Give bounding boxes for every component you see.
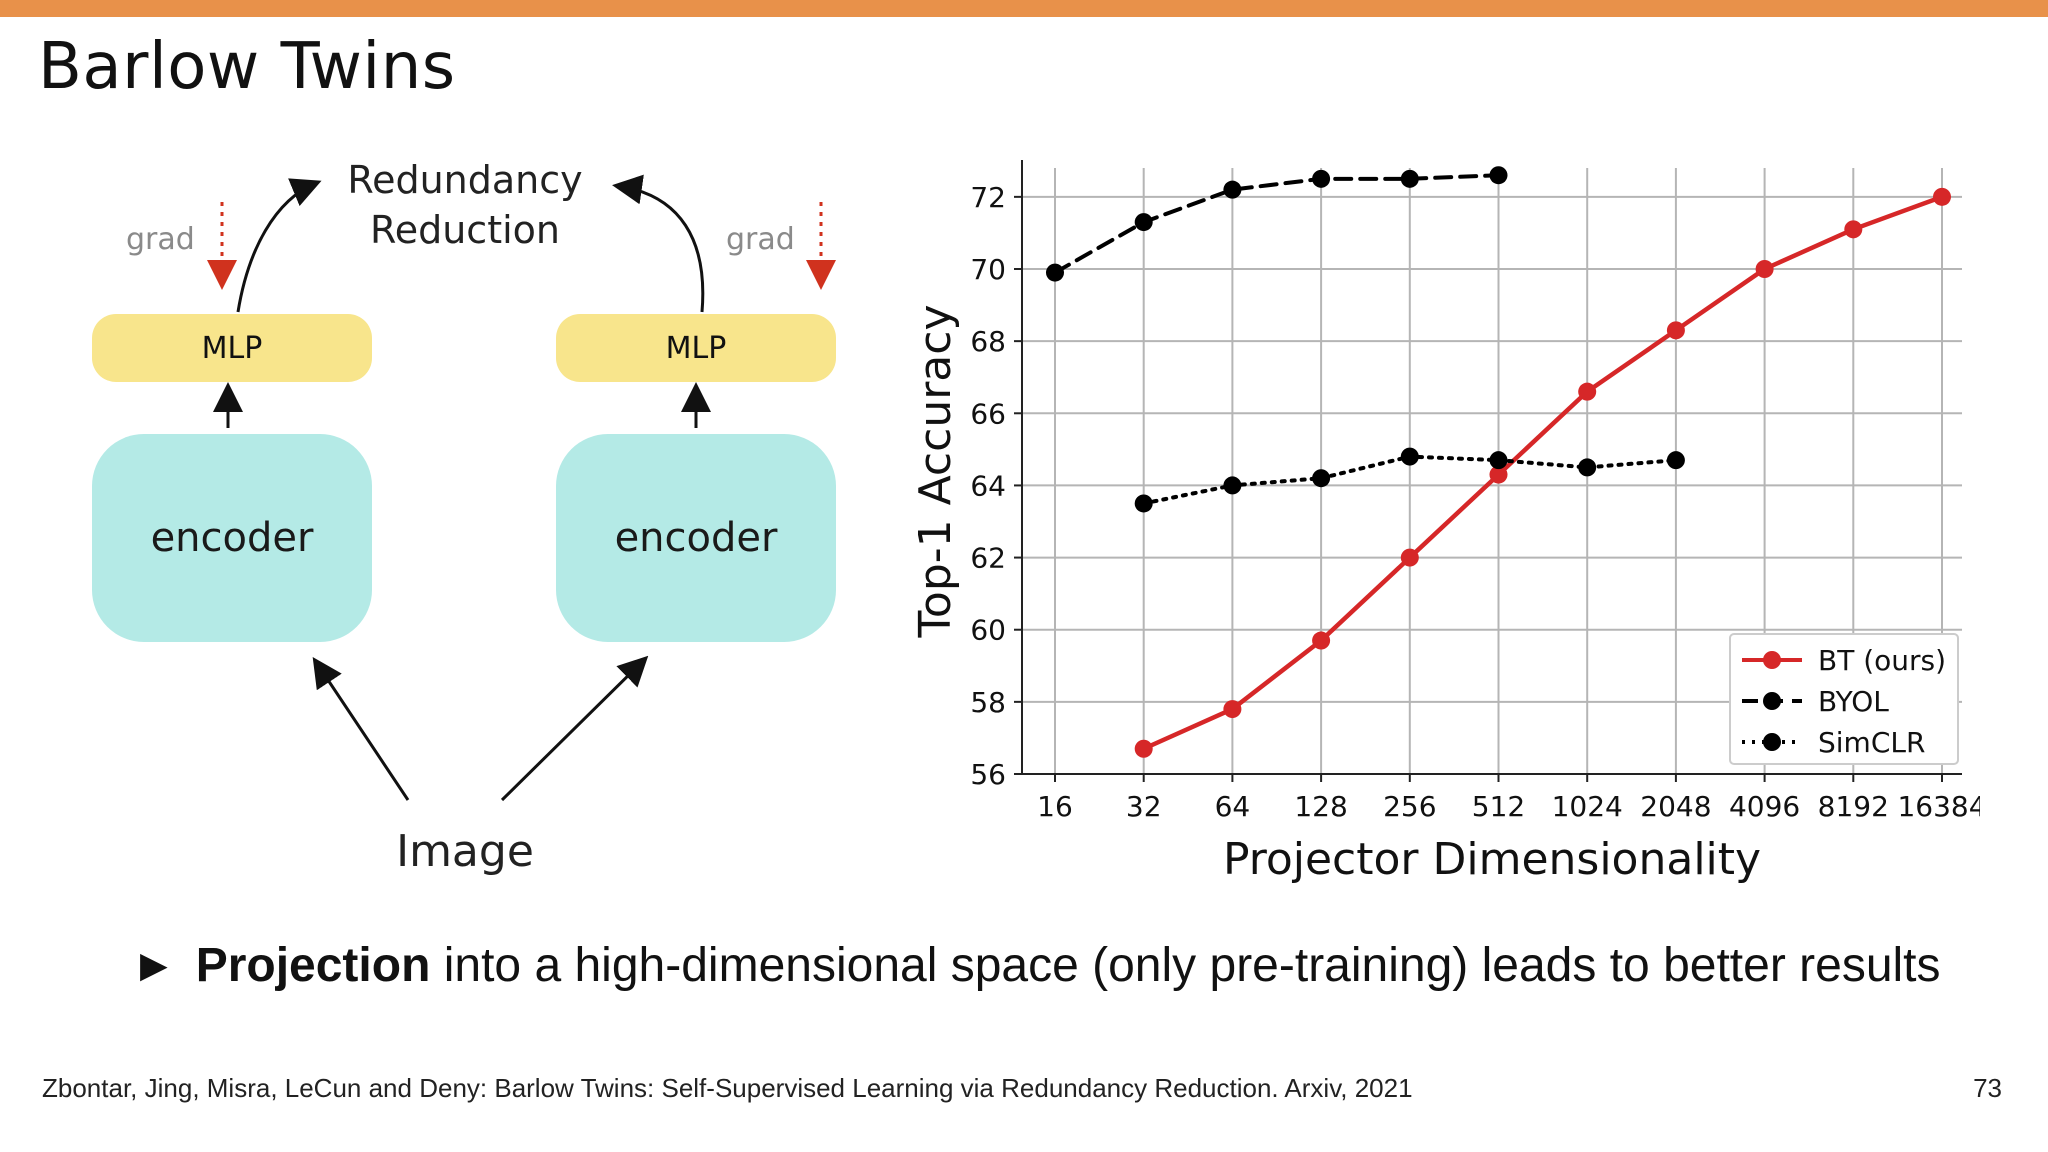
data-point <box>1578 382 1597 401</box>
data-point <box>1489 166 1508 185</box>
legend-entry: BYOL <box>1818 685 1889 718</box>
data-point <box>1400 548 1419 567</box>
y-tick-label: 58 <box>970 686 1006 719</box>
data-point <box>1134 494 1153 513</box>
y-axis-label: Top-1 Accuracy <box>910 305 961 639</box>
legend-box <box>1729 633 1959 765</box>
accuracy-chart: 56 58 60 62 64 66 68 70 72 16 32 64 128 256 512 1024 204… <box>910 160 1980 885</box>
x-tick-label: 16384 <box>1897 790 1980 823</box>
x-tick-label: 256 <box>1383 790 1436 823</box>
data-point <box>1400 169 1419 188</box>
grad-label-right: grad <box>726 222 795 257</box>
series-line-1 <box>1053 173 1501 275</box>
data-point <box>1489 465 1508 484</box>
x-tick-label: 32 <box>1126 790 1162 823</box>
arrow-image-to-encoder-right <box>500 655 649 802</box>
citation-footer: Zbontar, Jing, Misra, LeCun and Deny: Ba… <box>42 1073 1413 1103</box>
legend-marker <box>1763 651 1781 669</box>
bullet-point: ▶ Projection into a high-dimensional spac… <box>140 938 1941 993</box>
data-point <box>1223 180 1242 199</box>
diagram-arrows <box>207 174 836 802</box>
data-point <box>1223 700 1242 719</box>
data-point <box>1223 476 1242 495</box>
legend-marker <box>1763 692 1781 710</box>
data-point <box>1312 469 1331 488</box>
series-line-0 <box>1141 194 1945 751</box>
data-point <box>1400 447 1419 466</box>
data-point <box>1312 169 1331 188</box>
y-tick-label: 60 <box>970 614 1006 647</box>
x-tick-label: 2048 <box>1640 790 1711 823</box>
encoder-box-left: encoder <box>92 434 372 642</box>
bullet-bold-text: Projection <box>195 939 431 992</box>
y-tick-label: 62 <box>970 542 1006 575</box>
encoder-box-right: encoder <box>556 434 836 642</box>
arrow-image-to-encoder-left <box>312 657 410 801</box>
y-tick-label: 66 <box>970 397 1006 430</box>
redundancy-reduction-label: Redundancy Reduction <box>340 155 590 255</box>
data-point <box>1933 187 1951 206</box>
x-tick-label: 1024 <box>1552 790 1623 823</box>
x-tick-label: 4096 <box>1729 790 1800 823</box>
data-point <box>1312 631 1331 650</box>
bullet-rest-text: into a high-dimensional space (only pre-… <box>430 939 1941 992</box>
y-tick-label: 68 <box>970 325 1006 358</box>
data-point <box>1666 321 1685 340</box>
mlp-box-right: MLP <box>556 314 836 382</box>
x-tick-label: 64 <box>1215 790 1251 823</box>
data-point <box>1489 451 1508 470</box>
legend-marker <box>1763 733 1781 751</box>
slide-title: Barlow Twins <box>38 30 456 104</box>
arrow-mlp-left-to-rr <box>236 178 322 313</box>
y-tick-label: 56 <box>970 758 1006 791</box>
top-accent-bar <box>0 0 2048 17</box>
data-point <box>1755 260 1774 278</box>
grad-label-left: grad <box>126 222 195 257</box>
data-point <box>1578 458 1597 477</box>
bullet-triangle-icon: ▶ <box>140 944 168 985</box>
x-tick-label: 8192 <box>1818 790 1889 823</box>
legend-entry: BT (ours) <box>1818 644 1946 677</box>
data-point <box>1844 220 1863 239</box>
x-tick-label: 512 <box>1472 790 1525 823</box>
redundancy-label-line2: Reduction <box>370 208 560 252</box>
data-point <box>1134 213 1153 232</box>
x-tick-label: 16 <box>1037 790 1073 823</box>
data-point <box>1666 451 1685 470</box>
x-tick-label: 128 <box>1294 790 1347 823</box>
page-number: 73 <box>1973 1073 2002 1103</box>
data-point <box>1046 263 1064 282</box>
mlp-box-left: MLP <box>92 314 372 382</box>
redundancy-label-line1: Redundancy <box>347 158 583 202</box>
data-point <box>1134 739 1153 758</box>
legend-entry: SimCLR <box>1818 726 1925 759</box>
y-tick-label: 64 <box>970 469 1006 502</box>
y-tick-label: 72 <box>970 181 1006 214</box>
x-axis-label: Projector Dimensionality <box>1223 834 1761 885</box>
arrow-mlp-right-to-rr <box>612 174 705 313</box>
y-tick-label: 70 <box>970 253 1006 286</box>
image-label: Image <box>396 826 534 877</box>
